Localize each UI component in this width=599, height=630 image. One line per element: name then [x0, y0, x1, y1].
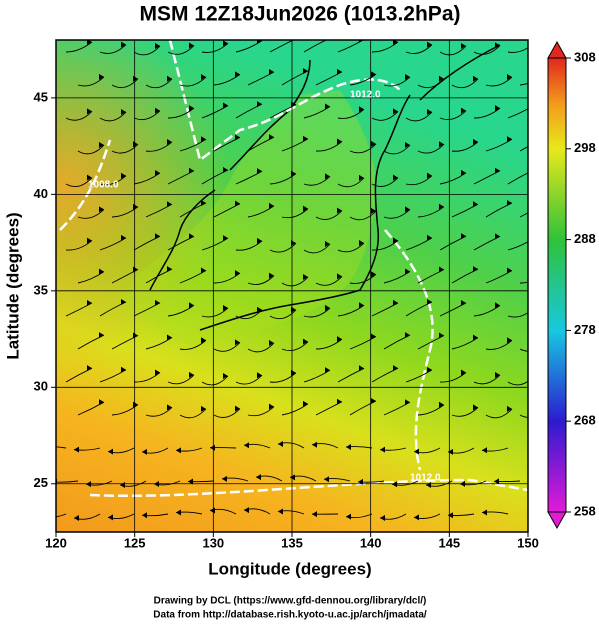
colorbar-tick-label: 308	[574, 49, 596, 64]
contour-label: 1012.0	[410, 473, 441, 484]
colorbar	[548, 58, 566, 512]
colorbar-tick-label: 268	[574, 413, 596, 428]
streamline-arrow	[529, 167, 534, 173]
y-axis-label: Latitude (degrees)	[3, 212, 22, 359]
streamline-arrow	[541, 270, 546, 276]
colorbar-tick-label: 278	[574, 322, 596, 337]
x-tick-label: 140	[360, 535, 382, 550]
colorbar-tick-label: 288	[574, 231, 596, 246]
streamline-arrow	[541, 134, 546, 140]
streamline-arrow	[40, 514, 45, 520]
contour-label: 1008.0	[88, 180, 119, 191]
colorbar-tick-label: 258	[574, 503, 596, 518]
title: MSM 12Z18Jun2026 (1013.2hPa)	[140, 3, 461, 26]
streamline-arrow	[529, 40, 534, 46]
y-tick-label: 45	[34, 89, 48, 104]
streamline-arrow	[541, 339, 546, 345]
x-tick-label: 125	[124, 535, 146, 550]
credit: Drawing by DCL (https://www.gfd-dennou.o…	[154, 596, 427, 607]
streamline-arrow	[40, 444, 45, 450]
colorbar-extend	[548, 512, 566, 528]
credit: Data from http://database.rish.kyoto-u.a…	[153, 610, 427, 621]
x-axis-label: Longitude (degrees)	[208, 559, 371, 578]
colorbar-extend	[548, 42, 566, 58]
streamline-arrow	[541, 406, 546, 412]
y-tick-label: 40	[34, 186, 48, 201]
x-tick-label: 135	[281, 535, 303, 550]
streamline-arrow	[529, 305, 534, 311]
x-tick-label: 130	[202, 535, 224, 550]
contour-label: 1012.0	[350, 90, 381, 101]
streamline-arrow	[529, 373, 534, 379]
map	[40, 35, 546, 532]
y-tick-label: 30	[34, 379, 48, 394]
x-tick-label: 150	[517, 535, 539, 550]
y-tick-label: 35	[34, 282, 48, 297]
y-tick-label: 25	[34, 475, 48, 490]
streamline-arrow	[541, 201, 546, 207]
streamline-arrow	[529, 235, 534, 241]
x-tick-label: 145	[438, 535, 460, 550]
x-tick-label: 120	[45, 535, 67, 550]
colorbar-tick-label: 298	[574, 140, 596, 155]
streamline-arrow	[541, 71, 546, 77]
colorbar-ticks: 258 268 278 288 298 308	[566, 49, 596, 518]
streamline-arrow	[529, 102, 534, 108]
